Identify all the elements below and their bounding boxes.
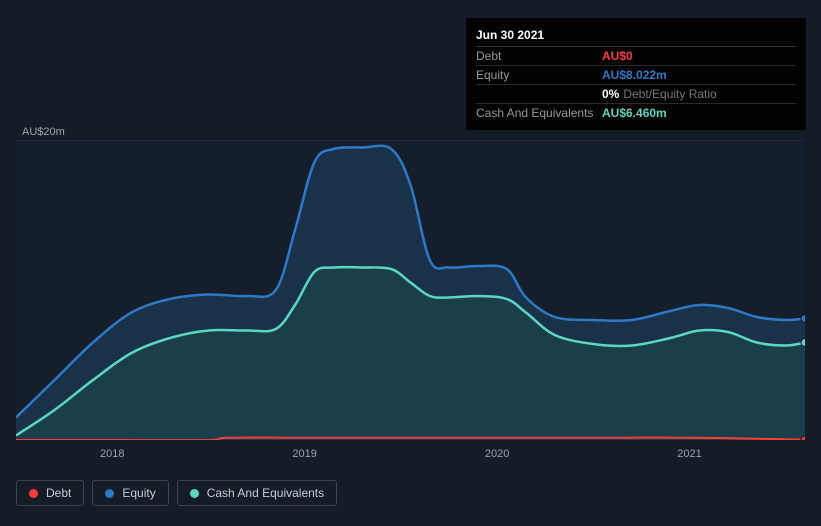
legend-dot-icon	[29, 489, 38, 498]
tooltip-row: EquityAU$8.022m	[476, 66, 796, 85]
legend-item-debt[interactable]: Debt	[16, 480, 84, 506]
legend-item-equity[interactable]: Equity	[92, 480, 168, 506]
tooltip-row-value: AU$8.022m	[602, 68, 667, 82]
legend-label: Cash And Equivalents	[207, 486, 324, 500]
legend-dot-icon	[190, 489, 199, 498]
x-axis-tick: 2019	[292, 448, 316, 460]
end-marker-equity	[801, 315, 805, 323]
chart-tooltip: Jun 30 2021 DebtAU$0EquityAU$8.022m0%Deb…	[466, 18, 806, 130]
tooltip-date: Jun 30 2021	[476, 24, 796, 47]
tooltip-row-label: Debt	[476, 49, 602, 63]
tooltip-row-label: Equity	[476, 68, 602, 82]
tooltip-row-label: Cash And Equivalents	[476, 106, 602, 120]
chart-plot-area	[16, 140, 805, 440]
y-axis-tick: AU$20m	[22, 126, 65, 138]
tooltip-row: 0%Debt/Equity Ratio	[476, 85, 796, 104]
tooltip-row: DebtAU$0	[476, 47, 796, 66]
tooltip-row-value: AU$6.460m	[602, 106, 667, 120]
legend-label: Equity	[122, 486, 155, 500]
tooltip-row: Cash And EquivalentsAU$6.460m	[476, 104, 796, 122]
tooltip-row-value: 0%Debt/Equity Ratio	[602, 87, 717, 101]
legend-dot-icon	[105, 489, 114, 498]
end-marker-cash	[801, 339, 805, 347]
chart-svg	[16, 140, 805, 440]
x-axis-tick: 2020	[485, 448, 509, 460]
legend-label: Debt	[46, 486, 71, 500]
tooltip-row-label	[476, 87, 602, 101]
tooltip-row-value: AU$0	[602, 49, 633, 63]
chart-legend: Debt Equity Cash And Equivalents	[16, 480, 337, 506]
x-axis-tick: 2018	[100, 448, 124, 460]
x-axis-tick: 2021	[677, 448, 701, 460]
legend-item-cash[interactable]: Cash And Equivalents	[177, 480, 337, 506]
